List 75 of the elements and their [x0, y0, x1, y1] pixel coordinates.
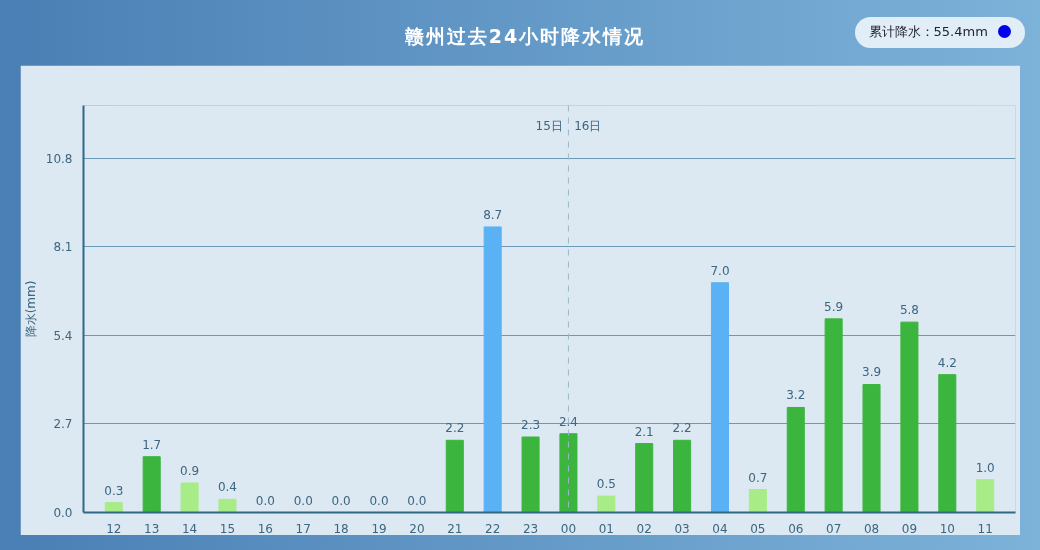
- x-tick-label: 08: [863, 521, 880, 536]
- bar: [710, 282, 730, 513]
- x-tick-label: 04: [712, 521, 728, 536]
- x-tick-label: 11: [977, 521, 993, 536]
- x-tick-label: 01: [598, 521, 614, 536]
- data-label: 0.5: [596, 477, 616, 492]
- x-tick-label: 07: [826, 521, 842, 536]
- data-label: 0.3: [104, 483, 124, 498]
- bar: [748, 489, 767, 513]
- bar: [483, 226, 502, 513]
- x-tick-label: 13: [144, 521, 160, 536]
- x-tick-label: 15: [219, 521, 236, 536]
- data-label: 0.9: [180, 463, 200, 478]
- bar: [786, 406, 805, 513]
- x-tick-label: 20: [409, 521, 425, 536]
- x-tick-label: 21: [447, 521, 463, 536]
- annotation: 16日: [574, 118, 602, 133]
- data-label: 0.0: [369, 493, 389, 508]
- bar: [635, 443, 654, 513]
- y-tick-label: 2.7: [53, 417, 73, 432]
- bar: [900, 321, 919, 513]
- data-label: 0.4: [217, 480, 238, 495]
- bar: [862, 383, 881, 513]
- data-label: 4.2: [937, 355, 957, 370]
- y-tick-label: 10.8: [45, 151, 73, 166]
- bar: [445, 439, 464, 513]
- bar: [597, 495, 616, 513]
- data-label: 0.0: [407, 493, 427, 508]
- data-label: 5.8: [899, 303, 919, 318]
- y-tick-label: 8.1: [53, 240, 73, 255]
- data-label: 2.2: [672, 421, 692, 436]
- y-tick-label: 5.4: [53, 328, 73, 343]
- chart-title: 赣州过去24小时降水情况: [404, 25, 646, 47]
- annotation: 15日: [535, 118, 563, 133]
- x-tick-label: 18: [333, 521, 349, 536]
- data-label: 2.1: [634, 424, 654, 439]
- x-tick-label: 06: [788, 521, 804, 536]
- x-tick-label: 16: [257, 521, 273, 536]
- data-label: 3.9: [861, 365, 882, 380]
- x-tick-label: 12: [106, 521, 122, 536]
- bar: [142, 456, 161, 513]
- data-label: 2.2: [445, 421, 465, 436]
- bar: [521, 436, 540, 513]
- bar: [559, 433, 578, 513]
- y-tick-label: 0.0: [53, 506, 73, 520]
- bar: [673, 439, 692, 513]
- data-label: 5.9: [824, 299, 844, 314]
- x-tick-label: 19: [371, 521, 387, 536]
- data-label: 0.0: [293, 493, 313, 508]
- bar: [824, 318, 843, 513]
- data-label: 0.7: [748, 470, 768, 485]
- bar: [218, 498, 237, 513]
- text: 累计降水：55.4mm: [868, 24, 988, 39]
- x-tick-label: 03: [674, 521, 690, 536]
- data-label: 1.0: [975, 460, 995, 475]
- data-label: 0.0: [255, 493, 275, 508]
- x-tick-label: 00: [560, 521, 577, 536]
- x-tick-label: 05: [750, 521, 766, 536]
- bar: [180, 482, 199, 513]
- x-tick-label: 17: [295, 521, 311, 536]
- x-tick-label: 22: [485, 521, 501, 536]
- x-tick-label: 23: [522, 521, 539, 536]
- x-tick-label: 09: [901, 521, 918, 536]
- bar: [104, 502, 123, 513]
- data-label: 8.7: [483, 207, 503, 222]
- y-axis-title: 降水(mm): [23, 280, 38, 338]
- data-label: 0.0: [331, 493, 351, 508]
- x-tick-label: 10: [939, 521, 955, 536]
- data-label: 3.2: [786, 388, 806, 403]
- data-label: 1.7: [142, 437, 162, 452]
- bar: [976, 479, 995, 513]
- bar: [938, 374, 957, 513]
- x-tick-label: 02: [636, 521, 652, 536]
- x-tick-label: 14: [181, 521, 198, 536]
- data-label: 7.0: [710, 263, 730, 278]
